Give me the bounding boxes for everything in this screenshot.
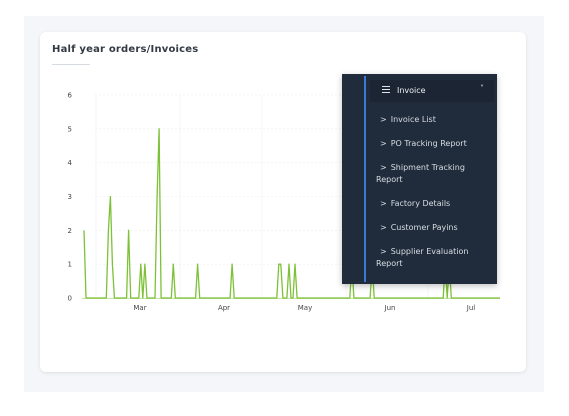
- caret-right-icon: >: [380, 247, 387, 256]
- y-tick-label: 2: [68, 227, 72, 235]
- menu-item-label: Shipment Tracking: [390, 163, 465, 172]
- x-tick-label: Apr: [218, 304, 230, 312]
- title-underline: [52, 64, 90, 65]
- menu-item-label: Invoice List: [390, 115, 436, 124]
- menu-item-supplier-evaluation-report[interactable]: > Supplier Evaluation Report: [376, 246, 488, 270]
- x-tick-label: May: [298, 304, 312, 312]
- x-tick-label: Mar: [133, 304, 146, 312]
- menu-item-label: PO Tracking Report: [390, 139, 467, 148]
- hamburger-icon: [382, 86, 390, 93]
- y-axis-ticks: 0 1 2 3 4 5 6: [68, 92, 73, 303]
- menu-item-label: Factory Details: [390, 199, 451, 208]
- y-tick-label: 5: [68, 125, 72, 133]
- caret-right-icon: >: [380, 223, 387, 232]
- y-tick-label: 1: [68, 261, 72, 269]
- menu-item-label-line2: Report: [376, 259, 403, 268]
- caret-right-icon: >: [380, 163, 387, 172]
- menu-item-po-tracking-report[interactable]: > PO Tracking Report: [380, 138, 488, 150]
- menu-accent-bar: [364, 76, 366, 282]
- x-axis-ticks: Mar Apr May Jun Jul: [133, 304, 475, 312]
- y-tick-label: 3: [68, 193, 72, 201]
- caret-right-icon: >: [380, 115, 387, 124]
- card-title: Half year orders/Invoices: [52, 44, 199, 55]
- caret-right-icon: >: [380, 199, 387, 208]
- menu-item-invoice-list[interactable]: > Invoice List: [380, 114, 488, 126]
- menu-item-customer-payins[interactable]: > Customer Payins: [380, 222, 488, 234]
- y-tick-label: 6: [68, 92, 73, 100]
- menu-item-shipment-tracking-report[interactable]: > Shipment Tracking Report: [376, 162, 488, 186]
- orders-series-line: [83, 128, 500, 299]
- menu-item-label: Supplier Evaluation: [390, 247, 469, 256]
- menu-item-label: Customer Payins: [390, 223, 458, 232]
- x-tick-label: Jul: [466, 304, 476, 312]
- menu-item-label-line2: Report: [376, 175, 403, 184]
- chevron-down-icon[interactable]: ˅: [480, 84, 484, 93]
- x-tick-label: Jun: [384, 304, 396, 312]
- menu-header-label: Invoice: [397, 86, 426, 95]
- y-tick-label: 0: [68, 295, 72, 303]
- invoice-dropdown-menu: Invoice ˅ > Invoice List > PO Tracking Rep…: [342, 74, 497, 284]
- menu-item-factory-details[interactable]: > Factory Details: [380, 198, 488, 210]
- y-tick-label: 4: [68, 159, 73, 167]
- menu-invoice-header[interactable]: Invoice ˅: [370, 80, 494, 102]
- caret-right-icon: >: [380, 139, 387, 148]
